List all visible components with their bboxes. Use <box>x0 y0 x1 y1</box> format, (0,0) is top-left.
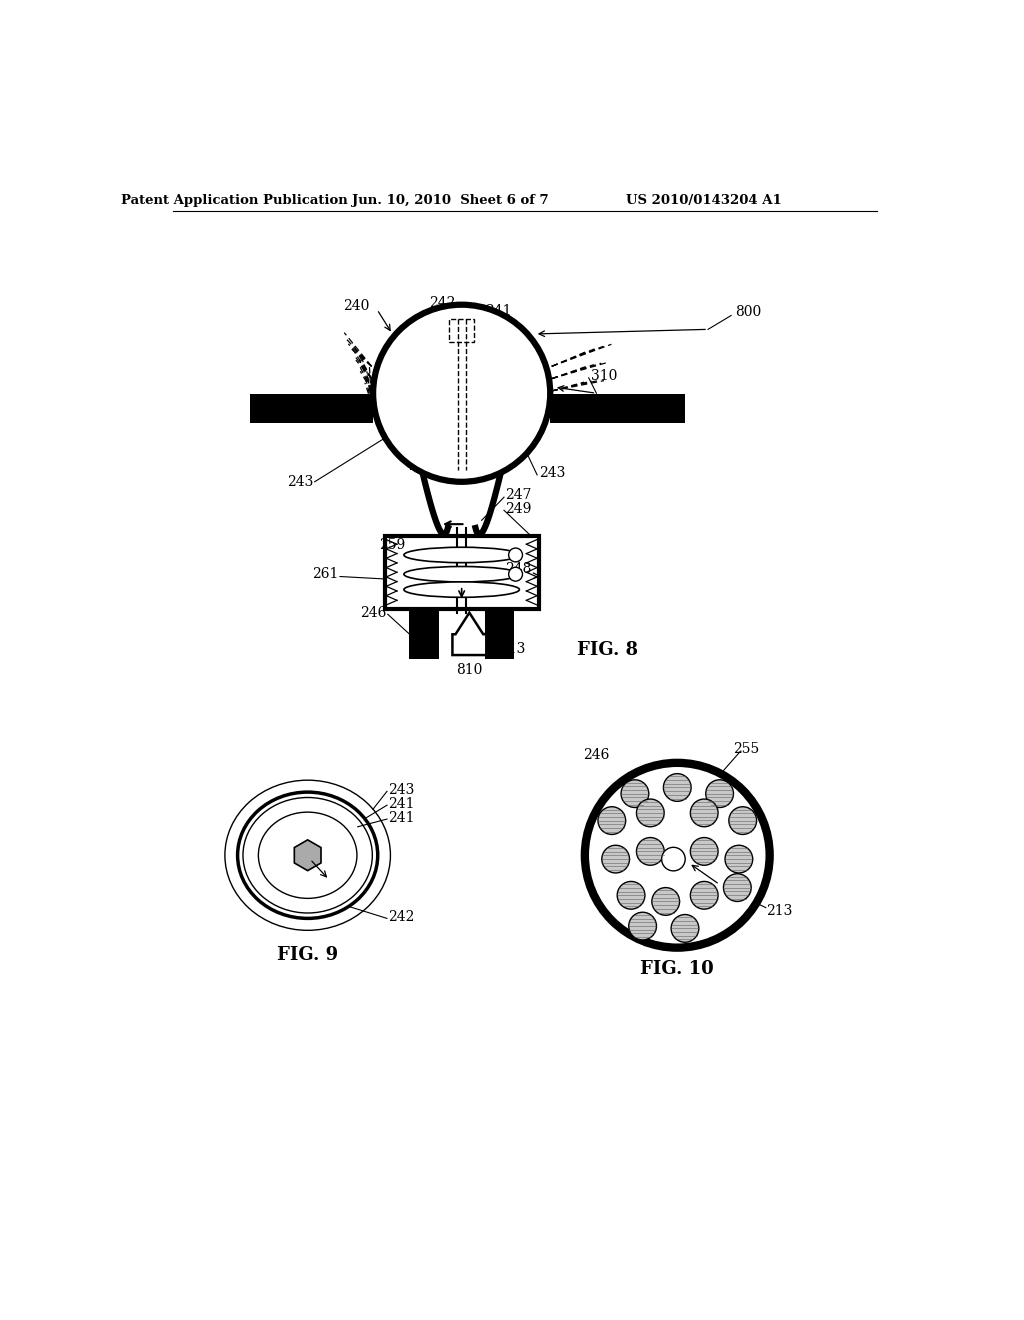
Text: 246: 246 <box>584 748 609 762</box>
Ellipse shape <box>403 582 519 598</box>
Text: 243: 243 <box>539 466 565 479</box>
Text: FIG. 10: FIG. 10 <box>640 960 714 978</box>
Circle shape <box>598 807 626 834</box>
Circle shape <box>664 774 691 801</box>
Text: 248: 248 <box>506 562 531 576</box>
Circle shape <box>662 847 685 871</box>
Text: 242: 242 <box>429 296 456 310</box>
Text: 240: 240 <box>343 300 370 313</box>
Circle shape <box>729 807 757 834</box>
Text: 800: 800 <box>735 305 761 319</box>
Circle shape <box>671 915 698 942</box>
Polygon shape <box>453 612 486 655</box>
Circle shape <box>629 912 656 940</box>
Text: FIG. 8: FIG. 8 <box>578 640 639 659</box>
Text: 247: 247 <box>506 488 532 502</box>
Bar <box>410 609 438 659</box>
Circle shape <box>652 887 680 915</box>
Text: 243: 243 <box>388 783 415 797</box>
Text: 261: 261 <box>312 568 339 581</box>
Text: 243: 243 <box>287 475 313 488</box>
Text: 810: 810 <box>456 664 482 677</box>
Text: US 2010/0143204 A1: US 2010/0143204 A1 <box>627 194 782 207</box>
Text: 213: 213 <box>766 904 793 917</box>
Text: 246: 246 <box>359 606 386 619</box>
Text: Jun. 10, 2010  Sheet 6 of 7: Jun. 10, 2010 Sheet 6 of 7 <box>352 194 549 207</box>
Bar <box>385 536 539 609</box>
Text: 241: 241 <box>388 810 415 825</box>
Circle shape <box>509 568 522 581</box>
Bar <box>484 609 514 659</box>
Circle shape <box>690 882 718 909</box>
Circle shape <box>724 874 752 902</box>
Text: 241: 241 <box>388 797 415 810</box>
Bar <box>450 318 474 342</box>
Circle shape <box>690 837 718 866</box>
Circle shape <box>637 837 665 866</box>
Text: 255: 255 <box>451 642 476 656</box>
Circle shape <box>373 305 550 482</box>
Bar <box>550 395 685 424</box>
Circle shape <box>585 763 770 948</box>
Text: Patent Application Publication: Patent Application Publication <box>121 194 348 207</box>
Text: 259: 259 <box>379 539 406 552</box>
Circle shape <box>509 548 522 562</box>
Text: 249: 249 <box>506 502 531 516</box>
Circle shape <box>690 799 718 826</box>
Circle shape <box>602 845 630 873</box>
Ellipse shape <box>403 548 519 562</box>
Bar <box>250 395 373 424</box>
Ellipse shape <box>403 566 519 582</box>
Circle shape <box>637 799 665 826</box>
Text: 242: 242 <box>388 909 415 924</box>
Text: 241: 241 <box>484 304 511 318</box>
Circle shape <box>621 780 649 808</box>
Text: 245: 245 <box>409 459 435 474</box>
Text: 310: 310 <box>591 368 617 383</box>
Text: FIG. 9: FIG. 9 <box>278 946 338 965</box>
Circle shape <box>706 780 733 808</box>
Text: 213: 213 <box>499 642 525 656</box>
Polygon shape <box>294 840 321 871</box>
Text: 255: 255 <box>733 742 760 756</box>
Circle shape <box>617 882 645 909</box>
Circle shape <box>725 845 753 873</box>
